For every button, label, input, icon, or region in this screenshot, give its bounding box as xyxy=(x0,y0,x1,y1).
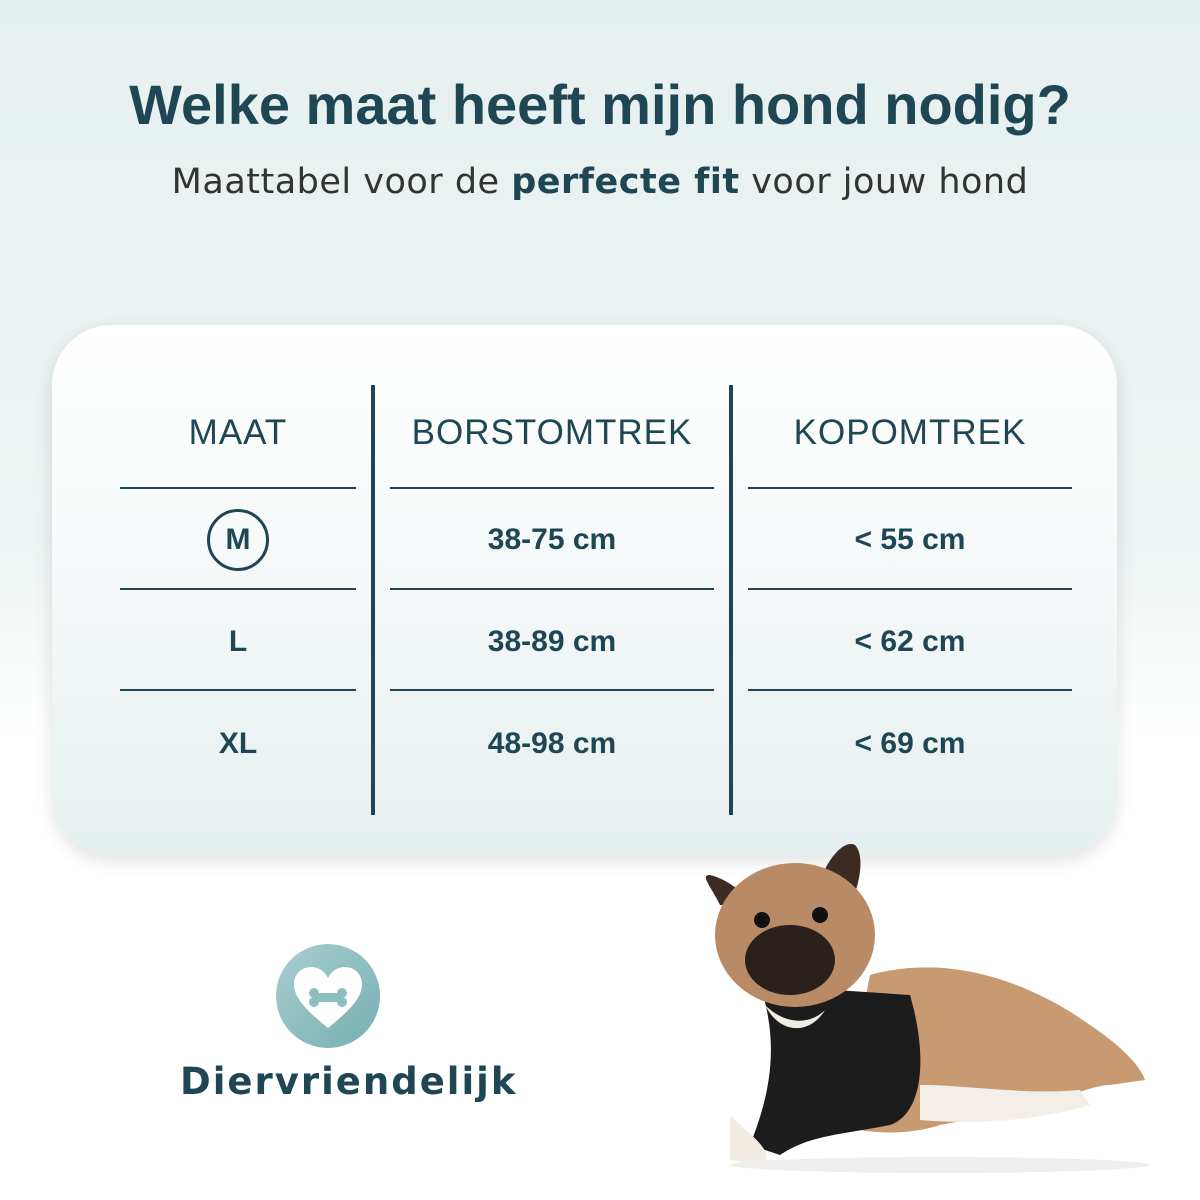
brand-label: Diervriendelijk xyxy=(180,1060,518,1103)
page-title: Welke maat heeft mijn hond nodig? xyxy=(129,73,1071,136)
row-divider xyxy=(120,588,356,590)
table-cell-size: XL xyxy=(218,727,258,760)
table-cell-head: < 62 cm xyxy=(854,625,966,658)
subtitle: Maattabel voor de perfecte fit voor jouw… xyxy=(0,162,1200,202)
table-cell-chest: 38-75 cm xyxy=(487,523,617,556)
header-head: KOPOMTREK xyxy=(793,413,1027,452)
row-divider xyxy=(390,689,714,691)
table-cell-head: < 55 cm xyxy=(854,523,966,556)
row-divider xyxy=(748,689,1072,691)
row-divider xyxy=(390,588,714,590)
row-divider xyxy=(390,487,714,489)
subtitle-emphasis: perfecte fit xyxy=(511,162,740,202)
row-divider xyxy=(748,588,1072,590)
subtitle-text-end: voor jouw hond xyxy=(739,162,1029,202)
table-cell-chest: 48-98 cm xyxy=(487,727,617,760)
header-size: MAAT xyxy=(188,413,288,452)
table-cell-size: M xyxy=(120,509,356,571)
table-cell-chest: 38-89 cm xyxy=(487,625,617,658)
table-cell-head: < 69 cm xyxy=(854,727,966,760)
row-divider xyxy=(120,487,356,489)
subtitle-text: Maattabel voor de xyxy=(171,162,512,202)
column-divider xyxy=(371,385,375,815)
table-cell-size: L xyxy=(228,625,248,658)
column-divider xyxy=(729,385,733,815)
size-table: MAAT BORSTOMTREK KOPOMTREK M 38-75 cm < … xyxy=(52,325,1117,855)
header-chest: BORSTOMTREK xyxy=(411,413,693,452)
row-divider xyxy=(748,487,1072,489)
dog-image xyxy=(705,844,1150,1173)
row-divider xyxy=(120,689,356,691)
selected-size-circle: M xyxy=(207,509,269,571)
heart-bone-icon xyxy=(276,944,380,1048)
